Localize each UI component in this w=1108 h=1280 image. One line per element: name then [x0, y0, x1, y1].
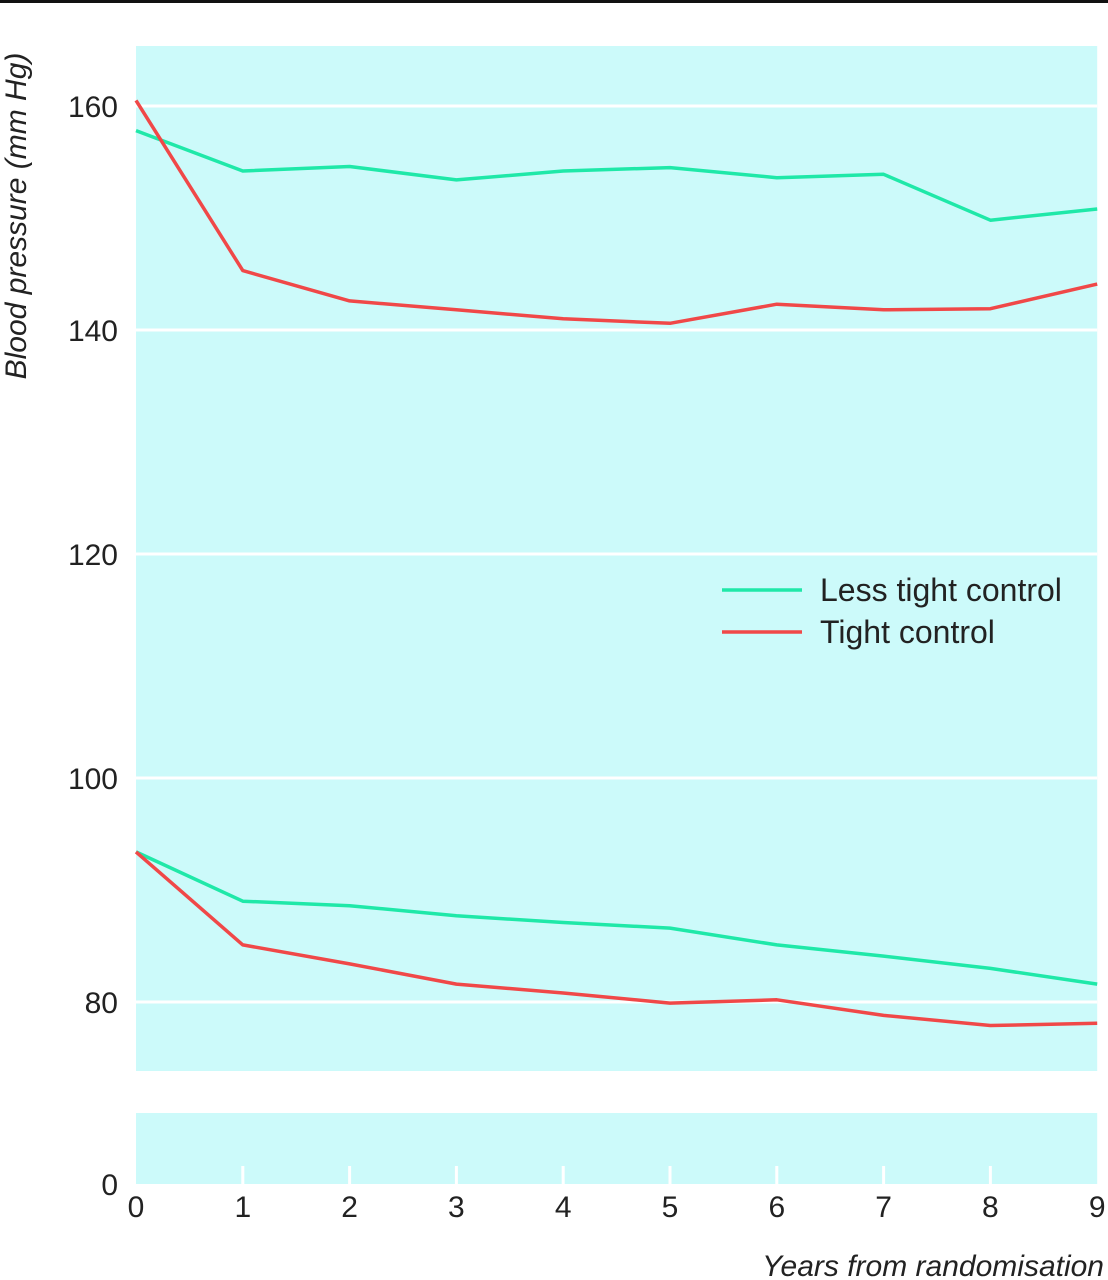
line-less-tight-control-diastolic — [135, 850, 1098, 986]
plot-area-upper — [136, 46, 1098, 1071]
legend-label-less-tight-control: Less tight control — [820, 572, 1062, 608]
x-tick-label-5: 5 — [662, 1191, 679, 1224]
x-tick-label-9: 9 — [1089, 1191, 1106, 1224]
series-lines — [134, 99, 1098, 1028]
y-axis: 160 140 120 100 80 0 — [68, 91, 118, 1202]
x-tick-label-3: 3 — [448, 1191, 465, 1224]
y-tick-label-80: 80 — [85, 987, 118, 1020]
line-less-tight-control-systolic — [135, 128, 1098, 222]
plot-area-lower — [136, 1113, 1098, 1184]
y-tick-label-100: 100 — [68, 763, 118, 796]
x-tick-label-1: 1 — [234, 1191, 251, 1224]
plot-background — [136, 46, 1098, 1184]
y-tick-label-140: 140 — [68, 315, 118, 348]
y-tick-label-160: 160 — [68, 91, 118, 124]
x-tick-label-6: 6 — [768, 1191, 785, 1224]
y-axis-title: Blood pressure (mm Hg) — [0, 53, 33, 380]
x-tick-label-8: 8 — [982, 1191, 999, 1224]
x-axis-title: Years from randomisation — [762, 1250, 1104, 1280]
gridlines — [136, 104, 1098, 1004]
x-tick-label-4: 4 — [555, 1191, 572, 1224]
legend-label-tight-control: Tight control — [820, 614, 995, 650]
x-axis: 0 1 2 3 4 5 6 7 8 9 — [128, 1166, 1106, 1224]
legend: Less tight control Tight control — [722, 572, 1062, 650]
y-tick-label-120: 120 — [68, 539, 118, 572]
x-tick-label-2: 2 — [341, 1191, 358, 1224]
line-tight-control-diastolic — [134, 850, 1098, 1028]
x-tick-label-7: 7 — [875, 1191, 892, 1224]
y-tick-label-0: 0 — [101, 1169, 118, 1202]
x-tick-label-0: 0 — [128, 1191, 145, 1224]
line-tight-control-systolic — [134, 99, 1098, 326]
